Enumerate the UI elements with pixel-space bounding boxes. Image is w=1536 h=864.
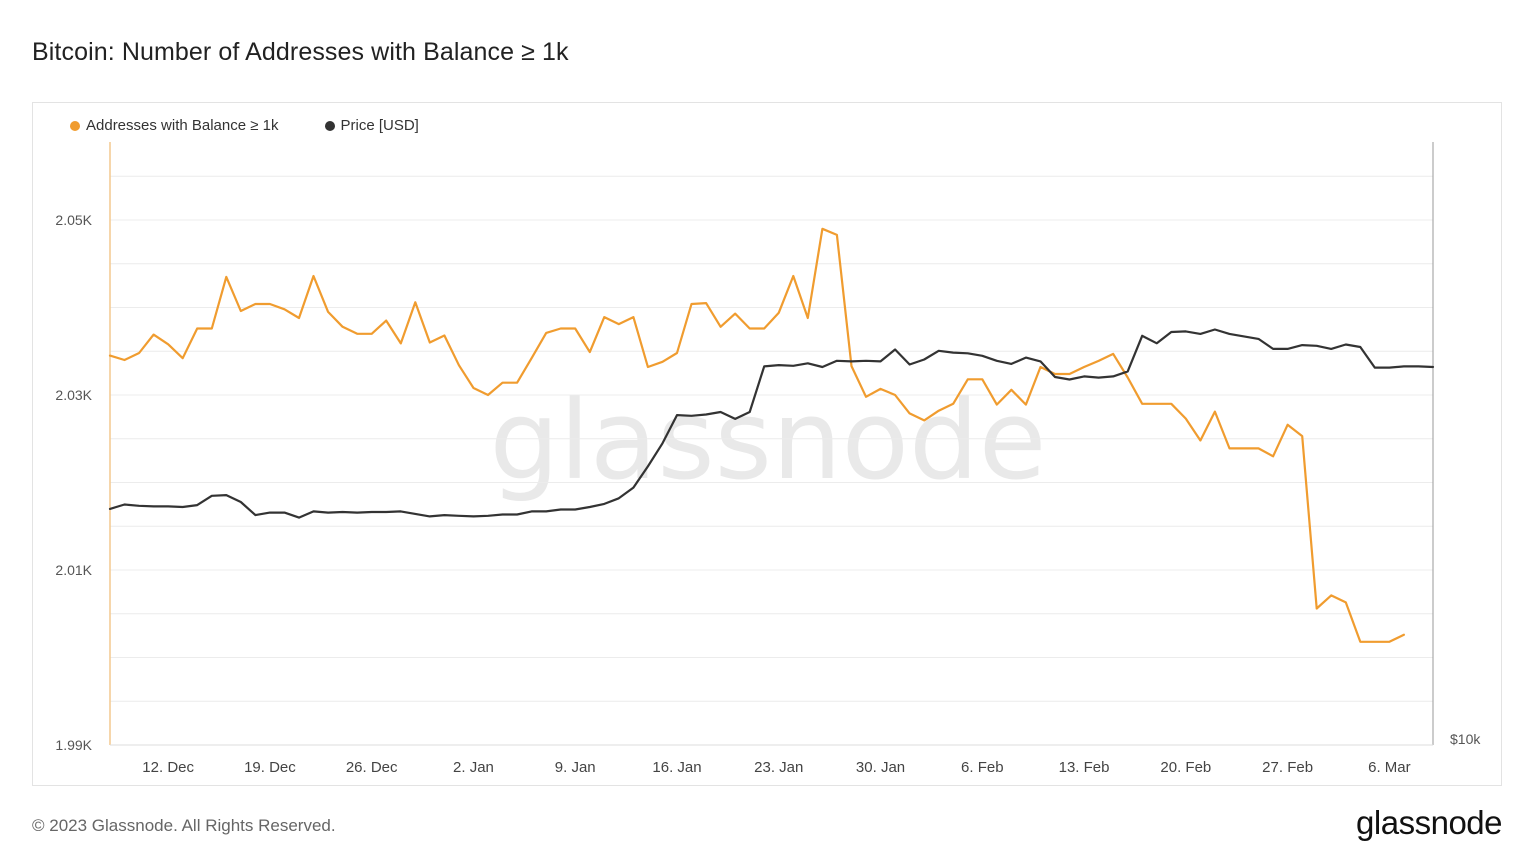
y-tick-label: 2.03K [55, 387, 92, 403]
legend-dot-price [324, 120, 335, 131]
x-tick-label: 16. Jan [652, 759, 701, 776]
chart-legend: Addresses with Balance ≥ 1k Price [USD] [70, 117, 419, 134]
y-tick-label: 2.01K [55, 562, 92, 578]
series-line-addresses [108, 227, 1405, 643]
y-tick-label: 1.99K [55, 737, 92, 753]
x-tick-label: 13. Feb [1059, 759, 1110, 776]
legend-label-addresses: Addresses with Balance ≥ 1k [86, 117, 279, 134]
x-tick-label: 30. Jan [856, 759, 905, 776]
x-tick-label: 6. Feb [961, 759, 1004, 776]
legend-item-price[interactable]: Price [USD] [324, 117, 419, 134]
y-tick-label: 2.05K [55, 212, 92, 228]
glassnode-logo: glassnode [1356, 804, 1502, 841]
legend-dot-addresses [70, 120, 80, 131]
series-line-price [108, 328, 1435, 519]
page-title: Bitcoin: Number of Addresses with Balanc… [32, 38, 569, 66]
x-tick-label: 19. Dec [244, 759, 296, 776]
x-tick-label: 23. Jan [754, 759, 803, 776]
legend-label-price: Price [USD] [340, 117, 419, 134]
chart-container [32, 102, 1502, 786]
legend-item-addresses[interactable]: Addresses with Balance ≥ 1k [70, 117, 279, 134]
y-right-tick-label: $10k [1450, 731, 1481, 747]
x-tick-label: 12. Dec [142, 759, 194, 776]
x-tick-label: 20. Feb [1160, 759, 1211, 776]
x-tick-label: 6. Mar [1368, 759, 1411, 776]
x-tick-label: 27. Feb [1262, 759, 1313, 776]
x-tick-label: 9. Jan [555, 759, 596, 776]
x-tick-label: 26. Dec [346, 759, 398, 776]
copyright-text: © 2023 Glassnode. All Rights Reserved. [32, 816, 336, 835]
x-tick-label: 2. Jan [453, 759, 494, 776]
